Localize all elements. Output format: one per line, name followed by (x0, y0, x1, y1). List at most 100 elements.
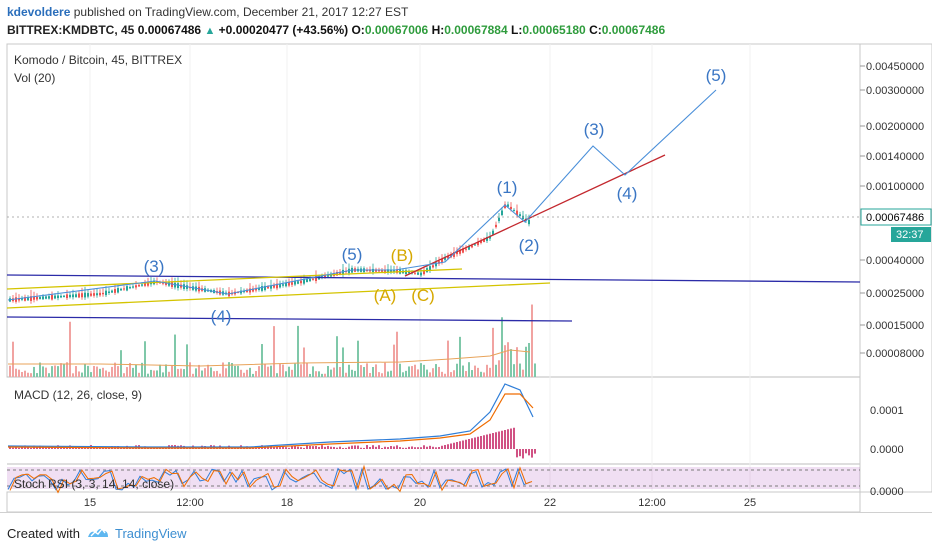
candle-body (486, 237, 488, 241)
axis-labels: 0.00450000 0.00300000 0.00200000 0.00140000… (84, 61, 924, 509)
volume-bar (276, 373, 278, 377)
macd-histogram-bar (396, 445, 398, 449)
volume-bar (516, 347, 518, 377)
price-tick-label: 0.00025000 (866, 288, 924, 300)
candle-body (423, 270, 425, 275)
macd-histogram-bar (483, 435, 485, 449)
candle-body (78, 293, 80, 298)
main-pane-label: Komodo / Bitcoin, 45, BITTREX (14, 53, 182, 67)
volume-bar (480, 371, 482, 377)
candle-body (249, 288, 251, 293)
candle-body (315, 276, 317, 281)
volume-bar (12, 341, 14, 377)
high-label: H: (431, 23, 445, 37)
candle-body (102, 292, 104, 295)
macd-histogram-bar (504, 430, 506, 449)
volume-bar (456, 363, 458, 377)
trend-line (404, 154, 666, 277)
macd-histogram-bar (363, 447, 365, 449)
macd-histogram-bar (333, 446, 335, 449)
macd-label: MACD (12, 26, close, 9) (14, 388, 142, 402)
macd-histogram-bar (534, 449, 536, 454)
volume-bar (126, 367, 128, 377)
price-tick-label: 0.00015000 (866, 320, 924, 332)
volume-bar (150, 369, 152, 377)
candle-body (261, 286, 263, 291)
macd-histogram-bar (465, 439, 467, 449)
candle-body (99, 292, 101, 296)
candle-body (465, 248, 467, 250)
elliott-wave-path (7, 89, 717, 301)
candle-body (48, 296, 50, 299)
macd-line (7, 383, 534, 448)
macd-histogram-bar (357, 445, 359, 449)
macd-histogram-bar (306, 445, 308, 449)
volume-label: Vol (20) (14, 71, 55, 85)
author-link[interactable]: kdevoldere (7, 5, 71, 19)
candle-body (66, 294, 68, 299)
volume-bar (33, 366, 35, 377)
tradingview-link[interactable]: TradingView (115, 526, 187, 541)
volume-bar (156, 370, 158, 377)
macd-histogram-bar (402, 447, 404, 449)
last-price-tag-text: 0.00067486 (866, 212, 924, 224)
macd-histogram-bar (429, 445, 431, 449)
macd-histogram-bar (486, 434, 488, 449)
publish-line: kdevoldere published on TradingView.com,… (7, 5, 408, 19)
macd-histogram-bar (531, 449, 533, 458)
volume-bar (102, 367, 104, 377)
volume-bar (492, 327, 494, 377)
time-tick-label: 12:00 (176, 497, 204, 509)
candle-body (57, 295, 59, 299)
volume-bar (534, 363, 536, 377)
macd-histogram-bar (408, 446, 410, 449)
symbol-label[interactable]: BITTREX:KMDBTC, 45 (7, 23, 135, 37)
candle-body (255, 288, 257, 291)
volume-bar (60, 363, 62, 377)
countdown-tag-text: 32:37 (896, 229, 924, 241)
macd-histogram-bar (507, 429, 509, 449)
volume-bar (507, 342, 509, 377)
volume-bar (252, 373, 254, 377)
time-axis[interactable] (6, 491, 861, 512)
wave-label: (1) (497, 178, 518, 197)
wave-label: (5) (706, 66, 727, 85)
wave-label: (2) (519, 236, 540, 255)
macd-histogram-bar (378, 445, 380, 449)
macd-tick-label: 0.0001 (870, 405, 904, 417)
volume-bar (348, 364, 350, 377)
time-tick-label: 25 (744, 497, 756, 509)
volume-bar (387, 371, 389, 377)
support-line (6, 316, 573, 322)
candle-body (270, 285, 272, 289)
volume-bar (522, 369, 524, 377)
volume-bar (270, 365, 272, 377)
price-axis[interactable] (859, 43, 932, 493)
macd-histogram-bar (462, 440, 464, 449)
candle-body (474, 244, 476, 246)
volume-bar (390, 370, 392, 377)
volume-bar (381, 373, 383, 377)
price-chart[interactable]: (3) (4) (5) (B) (A) (C) (1) (2) (3) (4) (5) 0.0045… (0, 42, 932, 512)
volume-bar (327, 365, 329, 377)
volume-bar (363, 367, 365, 377)
volume-bar (474, 365, 476, 377)
volume-bar (354, 370, 356, 377)
macd-histogram-bar (369, 447, 371, 449)
volume-bar (162, 372, 164, 377)
macd-histogram-bar (489, 433, 491, 449)
stoch-d-line (9, 464, 533, 494)
macd-histogram-bar (288, 447, 290, 449)
candle-body (507, 204, 509, 207)
volume-bar (81, 372, 83, 377)
macd-histogram-bar (498, 431, 500, 449)
candle-body (282, 284, 284, 286)
macd-histogram-bar (387, 447, 389, 449)
macd-histogram-bar (84, 447, 86, 449)
candle-body (123, 288, 125, 290)
volume-bar (519, 363, 521, 377)
volume-bar (495, 364, 497, 377)
volume-bar (312, 366, 314, 377)
tradingview-logo-icon[interactable] (86, 524, 110, 540)
main-pane[interactable] (6, 43, 861, 378)
